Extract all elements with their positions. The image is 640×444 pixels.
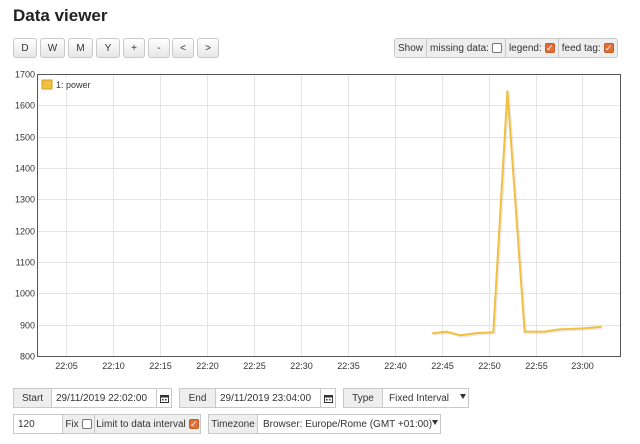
plot-frame: [37, 74, 621, 357]
data-point: [534, 331, 537, 333]
end-calendar-icon[interactable]: [320, 388, 336, 408]
fix-checkbox[interactable]: [81, 419, 92, 429]
data-point: [445, 331, 447, 333]
legend-option[interactable]: legend: ✓: [506, 39, 559, 57]
x-tick-label: 22:45: [431, 361, 454, 371]
data-point: [459, 334, 461, 336]
calendar-icon: [323, 394, 333, 403]
y-tick-label: 800: [20, 352, 35, 362]
legend-swatch: [41, 79, 53, 90]
x-tick-label: 22:40: [384, 361, 407, 371]
pan-right-button[interactable]: >: [197, 38, 219, 58]
feed-tag-option[interactable]: feed tag: ✓: [561, 42, 614, 54]
start-calendar-icon[interactable]: [156, 388, 172, 408]
data-point: [544, 331, 546, 333]
type-select-value: Fixed Interval: [389, 392, 450, 404]
year-button[interactable]: Y: [96, 38, 120, 58]
legend-series-label: 1: power: [56, 80, 91, 90]
x-tick-label: 23:00: [571, 361, 594, 371]
chevron-down-icon: [432, 420, 438, 425]
x-tick-label: 22:30: [290, 361, 313, 371]
x-tick-label: 22:10: [102, 361, 125, 371]
y-tick-label: 900: [20, 321, 35, 331]
legend-checkbox[interactable]: ✓: [544, 42, 555, 53]
data-point: [558, 328, 560, 330]
chevron-down-icon: [460, 394, 466, 399]
data-point: [431, 332, 433, 334]
timezone-label: Timezone: [208, 414, 258, 434]
series-line-shadow: [433, 92, 603, 338]
page-title: Data viewer: [13, 6, 108, 25]
pan-left-button[interactable]: <: [172, 38, 194, 58]
y-tick-label: 1100: [16, 258, 35, 268]
start-input[interactable]: 29/11/2019 22:02:00: [51, 388, 157, 408]
x-tick-label: 22:55: [525, 361, 548, 371]
calendar-icon: [159, 394, 169, 403]
missing-data-option[interactable]: missing data:: [427, 39, 506, 57]
timezone-select[interactable]: Browser: Europe/Rome (GMT +01:00): [257, 414, 441, 434]
x-tick-label: 22:50: [478, 361, 501, 371]
y-tick-label: 1000: [15, 289, 35, 299]
missing-data-checkbox[interactable]: [491, 43, 502, 53]
interval-input[interactable]: 120: [13, 414, 63, 434]
start-label: Start: [13, 388, 52, 408]
timezone-select-value: Browser: Europe/Rome (GMT +01:00): [263, 418, 433, 430]
x-tick-label: 22:20: [196, 361, 219, 371]
end-input[interactable]: 29/11/2019 23:04:00: [215, 388, 321, 408]
show-label: Show: [395, 39, 428, 57]
feed-tag-checkbox[interactable]: ✓: [603, 42, 614, 53]
data-point: [492, 331, 494, 333]
y-tick-label: 1500: [15, 133, 35, 143]
show-options: Show missing data: legend: ✓ feed tag: ✓: [394, 38, 618, 58]
series-line-power: [432, 90, 602, 337]
x-tick-label: 22:35: [337, 361, 360, 371]
y-tick-label: 1200: [15, 227, 35, 237]
fix-option[interactable]: Fix: [62, 414, 95, 434]
x-tick-label: 22:05: [55, 361, 78, 371]
limit-option[interactable]: Limit to data interval ✓: [94, 414, 201, 434]
y-tick-label: 1600: [15, 101, 35, 111]
y-tick-label: 1300: [15, 195, 35, 205]
data-point: [581, 327, 584, 329]
type-select[interactable]: Fixed Interval: [382, 388, 469, 408]
month-button[interactable]: M: [68, 38, 93, 58]
y-tick-label: 1400: [15, 164, 35, 174]
limit-checkbox[interactable]: ✓: [188, 418, 199, 429]
day-button[interactable]: D: [13, 38, 37, 58]
week-button[interactable]: W: [40, 38, 65, 58]
end-label: End: [179, 388, 216, 408]
x-tick-label: 22:25: [243, 361, 266, 371]
x-tick-label: 22:15: [149, 361, 172, 371]
chart-legend: 1: power: [39, 77, 91, 92]
data-point: [506, 90, 508, 92]
type-label: Type: [343, 388, 383, 408]
zoom-in-button[interactable]: +: [123, 38, 145, 58]
y-tick-label: 1700: [15, 70, 35, 80]
zoom-out-button[interactable]: -: [148, 38, 170, 58]
data-point: [476, 332, 478, 334]
data-point: [524, 331, 526, 333]
data-point: [600, 326, 602, 328]
